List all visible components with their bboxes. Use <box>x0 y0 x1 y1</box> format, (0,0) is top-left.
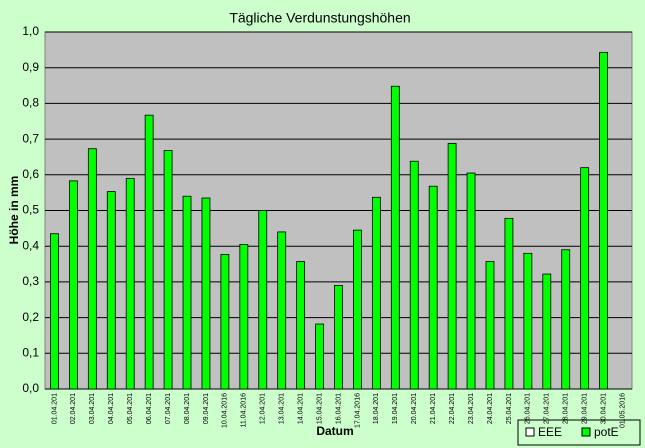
bar <box>315 323 324 390</box>
legend-swatch <box>525 427 535 437</box>
bar <box>50 233 59 390</box>
x-tick-label: 17.04.2016 <box>354 393 361 428</box>
x-tick-label: 12.04.201 <box>260 393 267 424</box>
y-tick-label: 0,7 <box>22 131 39 145</box>
legend-label: potE <box>594 425 619 439</box>
x-tick-label: 27.04.201 <box>544 393 551 424</box>
y-tick-label: 0,6 <box>22 167 39 181</box>
x-tick-label: 29.04.201 <box>582 393 589 424</box>
bar <box>580 167 590 390</box>
x-tick-label: 25.04.201 <box>506 393 513 424</box>
legend-label: EEE <box>538 425 562 439</box>
x-tick-label: 19.04.201 <box>392 393 399 424</box>
bar <box>239 244 249 390</box>
y-tick-label: 0,4 <box>22 238 39 252</box>
bar <box>201 197 211 390</box>
bar <box>371 196 381 390</box>
x-tick-label: 11.04.2016 <box>241 393 248 428</box>
bar <box>87 148 97 390</box>
x-tick-label: 01.04.201 <box>51 393 58 424</box>
bar <box>296 261 306 390</box>
bar <box>125 177 135 390</box>
x-tick-label: 05.04.201 <box>127 393 134 424</box>
x-tick-label: 21.04.201 <box>430 393 437 424</box>
x-tick-label: 30.04.201 <box>600 393 607 424</box>
x-tick-label: 09.04.201 <box>203 393 210 424</box>
y-axis-label: Höhe in mm <box>7 176 21 245</box>
x-tick-label: 04.04.201 <box>108 393 115 424</box>
bar <box>220 254 230 390</box>
x-tick-label: 13.04.201 <box>279 393 286 424</box>
x-tick-label: 22.04.201 <box>449 393 456 424</box>
bar <box>390 85 400 390</box>
bar <box>542 273 552 390</box>
x-tick-label: 28.04.201 <box>563 393 570 424</box>
y-tick-label: 0,1 <box>22 345 39 359</box>
bar <box>277 231 287 390</box>
y-tick-label: 0,3 <box>22 274 39 288</box>
x-tick-label: 20.04.201 <box>411 393 418 424</box>
bar <box>144 114 154 390</box>
x-tick-label: 07.04.201 <box>165 393 172 424</box>
x-tick-label: 03.04.201 <box>89 393 96 424</box>
bar <box>182 195 192 390</box>
x-tick-label: 08.04.201 <box>184 393 191 424</box>
bar <box>69 180 78 390</box>
bar <box>409 160 419 390</box>
bar <box>428 185 438 390</box>
y-tick-label: 0,0 <box>22 381 39 395</box>
x-tick-label: 06.04.201 <box>146 393 153 424</box>
y-tick-label: 0,9 <box>22 60 39 74</box>
bar <box>258 210 268 390</box>
bar <box>599 51 608 390</box>
x-tick-label: 18.04.201 <box>373 393 380 424</box>
bar <box>466 172 476 390</box>
bar <box>561 249 571 390</box>
x-tick-label: 10.04.2016 <box>222 393 229 428</box>
bar <box>485 261 495 390</box>
x-tick-label: 26.04.201 <box>525 393 532 424</box>
x-tick-label: 02.04.201 <box>70 393 77 424</box>
y-tick-label: 1,0 <box>22 24 39 38</box>
y-tick-label: 0,8 <box>22 96 39 110</box>
x-tick-label: 14.04.201 <box>297 393 304 424</box>
legend-swatch <box>581 427 591 437</box>
legend <box>517 419 641 446</box>
x-tick-label: 16.04.201 <box>335 393 342 424</box>
chart-title: Tägliche Verdunstungshöhen <box>229 10 410 26</box>
y-tick-label: 0,2 <box>22 310 39 324</box>
bar <box>106 191 116 390</box>
bar <box>334 285 343 390</box>
bar <box>163 150 173 390</box>
x-tick-label: 01.05.2016 <box>619 393 626 428</box>
x-tick-label: 15.04.201 <box>316 393 323 424</box>
bar <box>447 142 457 390</box>
bar <box>523 252 533 390</box>
x-tick-label: 24.04.201 <box>487 393 494 424</box>
bar <box>353 229 362 390</box>
x-axis-label: Datum <box>316 424 353 438</box>
y-tick-label: 0,5 <box>22 203 39 217</box>
bar <box>504 217 514 390</box>
x-tick-label: 23.04.201 <box>468 393 475 424</box>
